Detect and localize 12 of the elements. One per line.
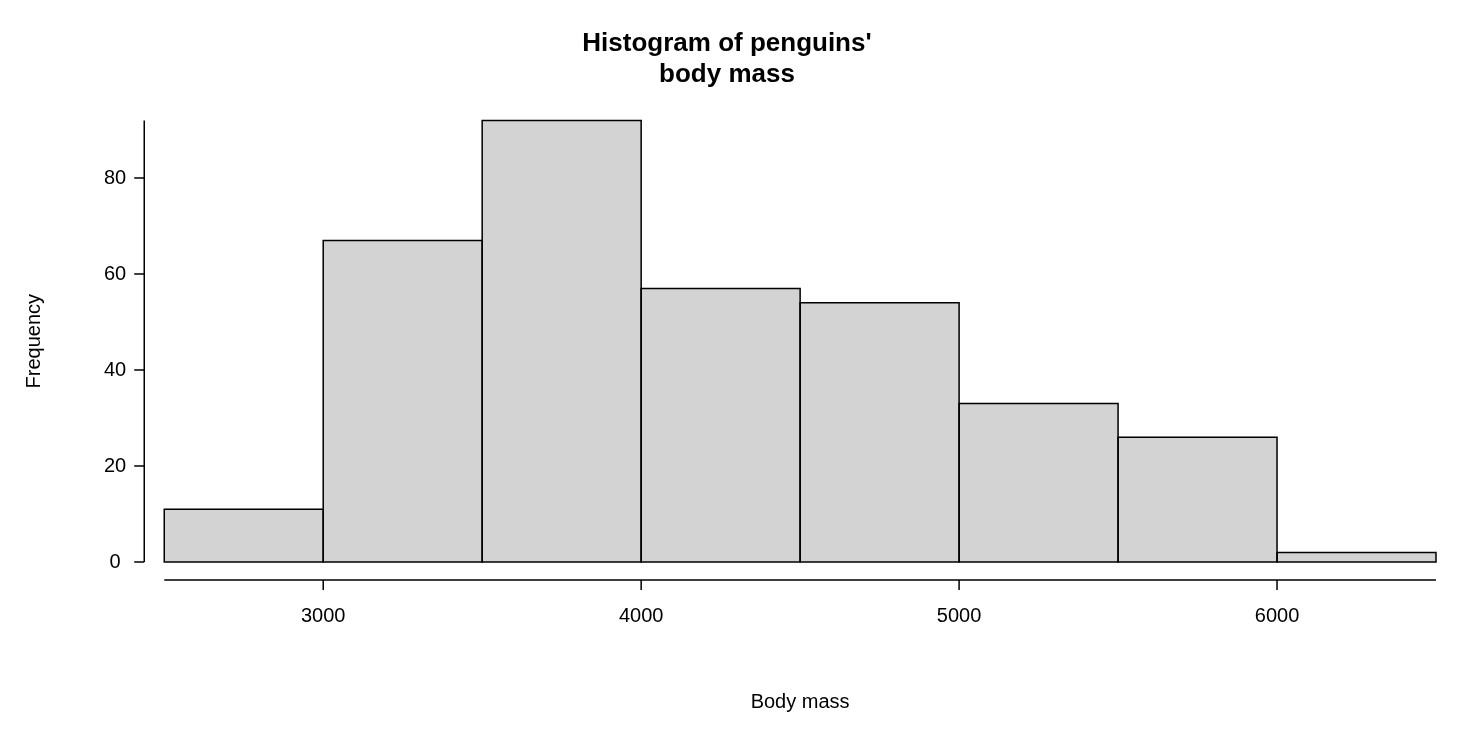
y-axis-title: Frequency xyxy=(21,293,44,389)
x-tick-label: 3000 xyxy=(300,603,346,626)
y-tick-label: 0 xyxy=(109,549,121,572)
y-tick-label: 60 xyxy=(104,261,127,284)
y-tick-label: 20 xyxy=(104,453,127,476)
x-tick-label: 6000 xyxy=(1254,603,1300,626)
y-tick-label: 80 xyxy=(104,165,127,188)
x-tick-label: 5000 xyxy=(936,603,982,626)
x-axis-title: Body mass xyxy=(750,689,850,712)
x-tick-label: 4000 xyxy=(618,603,664,626)
chart-title: Histogram of penguins' body mass xyxy=(582,26,872,88)
y-tick-label: 40 xyxy=(104,357,127,380)
